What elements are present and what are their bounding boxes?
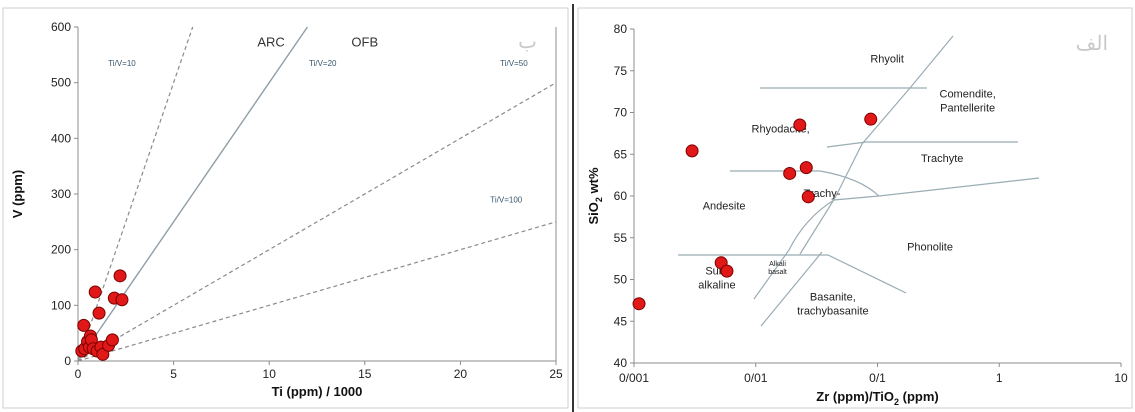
ratio-line-label: Ti/V=50 bbox=[500, 59, 528, 68]
rock-field-label-line: alkaline bbox=[698, 279, 735, 291]
rock-field-label-line: Comendite, bbox=[940, 88, 996, 100]
x-axis-title-end: (ppm) bbox=[899, 389, 939, 404]
x-tick-label: 10 bbox=[263, 367, 277, 381]
sio2-zr-tio2-plot: 0/001 0/01 0/1 1 10 40 45 50 55 60 65 70 75 80 Zr (ppm… bbox=[586, 22, 1128, 407]
y-tick-label: 50 bbox=[614, 273, 628, 287]
y-tick-label: 100 bbox=[51, 298, 71, 312]
x-tick-label: 0 bbox=[75, 367, 82, 381]
rock-field-label: Alkali basalt bbox=[768, 261, 787, 276]
y-axis-title-main: SiO bbox=[586, 202, 601, 224]
sample-point bbox=[77, 318, 91, 332]
sample-point bbox=[92, 306, 106, 320]
sample-point bbox=[88, 285, 102, 299]
y-tick-label: 75 bbox=[614, 64, 628, 78]
x-axis-title-subscript: 2 bbox=[894, 397, 899, 407]
x-tick-label: 0/001 bbox=[619, 371, 649, 385]
y-axis-title: SiO2 wt% bbox=[586, 167, 604, 224]
sample-point bbox=[801, 190, 815, 204]
sample-point bbox=[793, 118, 807, 132]
y-tick-label: 400 bbox=[51, 131, 71, 145]
ratio-line bbox=[77, 26, 194, 362]
field-boundary bbox=[760, 251, 823, 327]
rock-field-label-line: Basanite, bbox=[810, 291, 856, 303]
rock-field-label-line: Alkali bbox=[769, 261, 786, 268]
sample-point bbox=[685, 144, 699, 158]
panel-label: ب bbox=[518, 31, 537, 53]
field-boundary bbox=[826, 141, 867, 148]
x-tick-label: 15 bbox=[358, 367, 372, 381]
sample-point bbox=[799, 161, 813, 175]
y-tick-label: 300 bbox=[51, 187, 71, 201]
x-tick-label: 0/01 bbox=[744, 371, 768, 385]
rock-field-label: Andesite bbox=[703, 200, 746, 212]
y-tick-label: 45 bbox=[614, 314, 628, 328]
x-tick-label: 20 bbox=[454, 367, 468, 381]
rock-field-label: Basanite, trachybasanite bbox=[797, 291, 869, 317]
x-axis-title-main: Zr (ppm)/TiO bbox=[816, 389, 894, 404]
y-axis-title: V (ppm) bbox=[10, 170, 25, 218]
x-tick-label: 1 bbox=[996, 371, 1003, 385]
x-axis-title: Zr (ppm)/TiO2 (ppm) bbox=[816, 389, 939, 407]
sample-point bbox=[632, 297, 646, 311]
ratio-line-label: Ti/V=20 bbox=[309, 59, 337, 68]
y-tick-label: 70 bbox=[614, 106, 628, 120]
y-tick-label: 80 bbox=[614, 22, 628, 36]
field-boundary bbox=[799, 35, 954, 255]
rock-field-label-line: Phonolite bbox=[907, 241, 953, 253]
y-tick-label: 0 bbox=[64, 354, 71, 368]
y-tick-label: 60 bbox=[614, 189, 628, 203]
y-tick-label: 200 bbox=[51, 243, 71, 257]
y-tick-label: 600 bbox=[51, 20, 71, 34]
y-tick-label: 500 bbox=[51, 76, 71, 90]
sample-point bbox=[105, 333, 119, 347]
rock-field-label-line: trachybasanite bbox=[797, 305, 869, 317]
rock-field-label-line: Trachyte bbox=[921, 153, 963, 165]
sample-point bbox=[113, 269, 127, 283]
x-tick-label: 5 bbox=[170, 367, 177, 381]
ratio-line bbox=[77, 221, 557, 362]
y-tick-label: 65 bbox=[614, 147, 628, 161]
x-tick-label: 25 bbox=[549, 367, 563, 381]
ratio-line bbox=[77, 82, 557, 362]
field-boundary bbox=[730, 170, 1040, 197]
x-axis-title: Ti (ppm) / 1000 bbox=[272, 384, 363, 399]
sample-point bbox=[864, 112, 878, 126]
rock-field-label: Trachyte bbox=[921, 153, 963, 165]
rock-field-label-line: Pantellerite bbox=[940, 102, 995, 114]
y-axis-title-subscript: 2 bbox=[594, 197, 604, 202]
rock-field-label-line: basalt bbox=[768, 269, 787, 276]
sample-point bbox=[783, 166, 797, 180]
rock-field-label: Rhyolit bbox=[870, 53, 904, 65]
rock-field-label-line: Andesite bbox=[703, 200, 746, 212]
right-panel-frame bbox=[577, 7, 1133, 409]
ti-v-plot: 0 5 10 15 20 25 0 100 200 300 400 500 600 Ti (ppm) / … bbox=[10, 20, 563, 399]
rock-field-label-line: Rhyolit bbox=[870, 53, 904, 65]
y-tick-label: 40 bbox=[614, 356, 628, 370]
x-tick-label: 0/1 bbox=[869, 371, 886, 385]
tectonic-field-label: ARC bbox=[257, 34, 284, 49]
x-tick-label: 10 bbox=[1114, 371, 1128, 385]
ratio-line-label: Ti/V=100 bbox=[490, 195, 522, 204]
ratio-line-label: Ti/V=10 bbox=[108, 59, 136, 68]
y-axis-title-end: wt% bbox=[586, 167, 601, 197]
y-tick-label: 55 bbox=[614, 231, 628, 245]
rock-field-label: Comendite, Pantellerite bbox=[940, 88, 996, 114]
ratio-line bbox=[77, 26, 309, 362]
sample-point bbox=[720, 264, 734, 278]
sample-point bbox=[115, 293, 129, 307]
field-boundary bbox=[678, 254, 907, 294]
tectonic-field-label: OFB bbox=[351, 34, 378, 49]
rock-field-label: Phonolite bbox=[907, 241, 953, 253]
panel-label: الف bbox=[1076, 33, 1108, 55]
